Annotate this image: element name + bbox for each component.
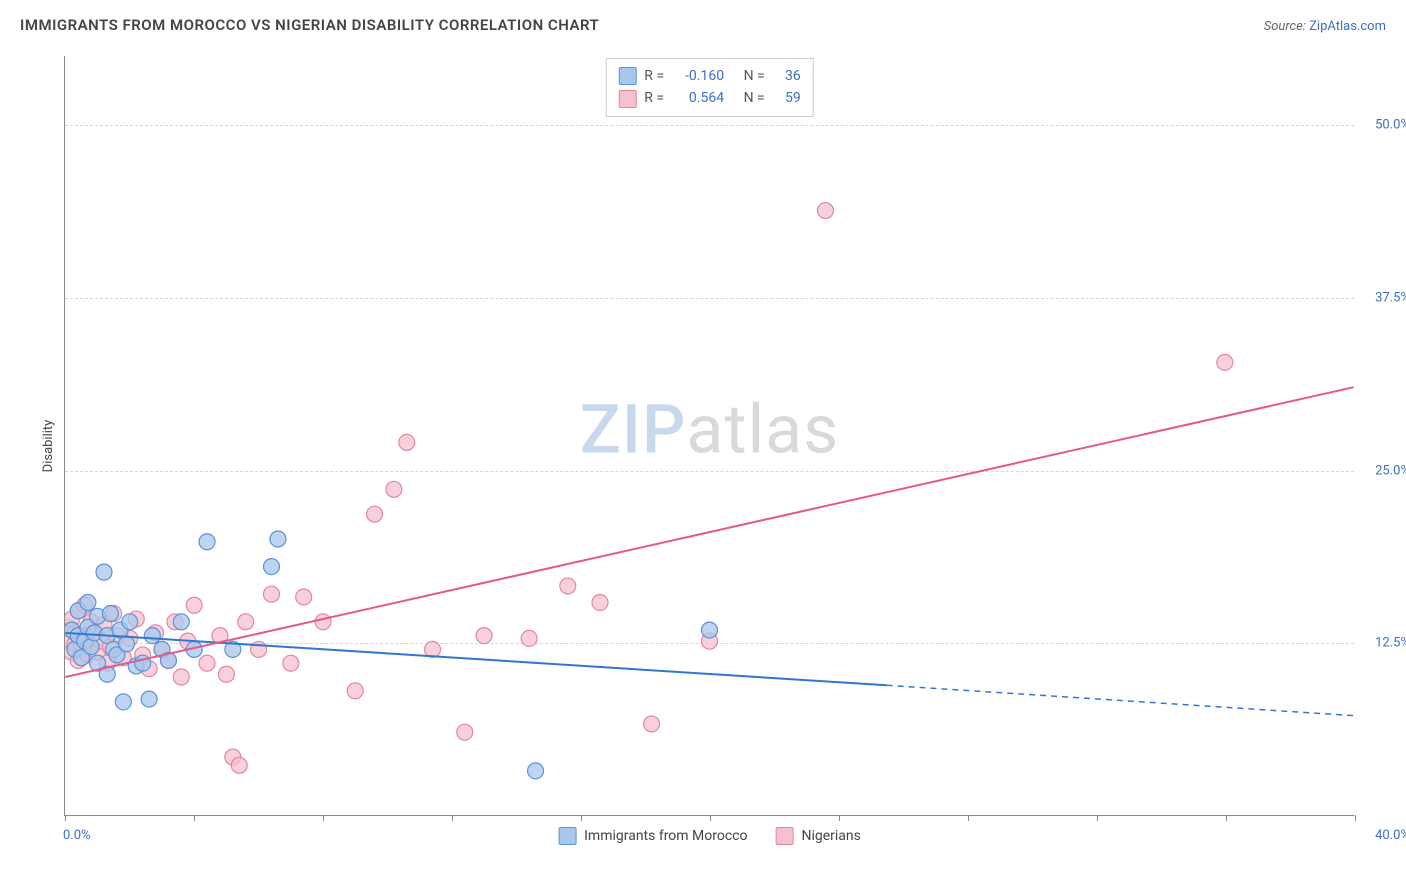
data-point[interactable]: [96, 564, 112, 580]
data-point[interactable]: [702, 622, 718, 638]
r-value-2: 0.564: [672, 87, 724, 109]
data-point[interactable]: [80, 594, 96, 610]
data-point[interactable]: [199, 655, 215, 671]
data-point[interactable]: [367, 506, 383, 522]
plot-svg: [65, 56, 1354, 815]
data-point[interactable]: [296, 589, 312, 605]
y-axis-label: Disability: [41, 420, 56, 473]
bottom-legend-item-2[interactable]: Nigerians: [775, 827, 860, 845]
data-point[interactable]: [528, 763, 544, 779]
data-point[interactable]: [218, 666, 234, 682]
bottom-legend-item-1[interactable]: Immigrants from Morocco: [558, 827, 747, 845]
y-tick-label: 37.5%: [1360, 290, 1406, 305]
n-value-2: 59: [773, 87, 801, 109]
data-point[interactable]: [173, 669, 189, 685]
data-point[interactable]: [386, 481, 402, 497]
swatch-series1: [618, 67, 636, 85]
r-label-2: R =: [644, 87, 664, 109]
r-value-1: -0.160: [672, 65, 724, 87]
data-point[interactable]: [115, 694, 131, 710]
data-point[interactable]: [560, 578, 576, 594]
x-max-label: 40.0%: [1360, 828, 1406, 843]
data-point[interactable]: [1217, 354, 1233, 370]
data-point[interactable]: [399, 434, 415, 450]
data-point[interactable]: [315, 614, 331, 630]
bottom-legend-label-2: Nigerians: [801, 828, 860, 844]
y-tick-label: 50.0%: [1360, 118, 1406, 133]
data-point[interactable]: [270, 531, 286, 547]
data-point[interactable]: [199, 534, 215, 550]
data-point[interactable]: [102, 606, 118, 622]
chart-container: IMMIGRANTS FROM MOROCCO VS NIGERIAN DISA…: [16, 16, 1390, 876]
data-point[interactable]: [644, 716, 660, 732]
data-point[interactable]: [251, 641, 267, 657]
data-point[interactable]: [173, 614, 189, 630]
data-point[interactable]: [592, 594, 608, 610]
data-point[interactable]: [347, 683, 363, 699]
y-tick-label: 12.5%: [1360, 636, 1406, 651]
bottom-legend-label-1: Immigrants from Morocco: [584, 828, 747, 844]
legend-stats-row-series2: R = 0.564 N = 59: [618, 87, 800, 109]
data-point[interactable]: [476, 628, 492, 644]
bottom-swatch-2: [775, 827, 793, 845]
legend-stats-box: R = -0.160 N = 36 R = 0.564 N = 59: [605, 58, 813, 117]
swatch-series2: [618, 90, 636, 108]
trend-line-series1-ext: [887, 685, 1354, 715]
x-min-label: 0.0%: [63, 828, 91, 843]
data-point[interactable]: [283, 655, 299, 671]
y-tick-label: 25.0%: [1360, 463, 1406, 478]
bottom-swatch-1: [558, 827, 576, 845]
data-point[interactable]: [231, 757, 247, 773]
data-point[interactable]: [263, 586, 279, 602]
data-point[interactable]: [186, 597, 202, 613]
data-point[interactable]: [122, 614, 138, 630]
source-link[interactable]: ZipAtlas.com: [1309, 19, 1386, 34]
source-label: Source:: [1264, 19, 1306, 34]
chart-source: Source: ZipAtlas.com: [1264, 19, 1386, 34]
data-point[interactable]: [263, 559, 279, 575]
r-label-1: R =: [644, 65, 664, 87]
n-label-1: N =: [744, 65, 765, 87]
data-point[interactable]: [119, 636, 135, 652]
chart-header: IMMIGRANTS FROM MOROCCO VS NIGERIAN DISA…: [16, 16, 1390, 42]
data-point[interactable]: [521, 630, 537, 646]
legend-stats-row-series1: R = -0.160 N = 36: [618, 65, 800, 87]
data-point[interactable]: [238, 614, 254, 630]
bottom-legend: Immigrants from Morocco Nigerians: [558, 827, 861, 845]
data-point[interactable]: [457, 724, 473, 740]
data-point[interactable]: [144, 628, 160, 644]
data-point[interactable]: [141, 691, 157, 707]
n-value-1: 36: [773, 65, 801, 87]
plot-area: ZIPatlas 12.5%25.0%37.5%50.0% 0.0% 40.0%…: [64, 56, 1354, 816]
chart-title: IMMIGRANTS FROM MOROCCO VS NIGERIAN DISA…: [20, 16, 599, 34]
n-label-2: N =: [744, 87, 765, 109]
data-point[interactable]: [817, 203, 833, 219]
